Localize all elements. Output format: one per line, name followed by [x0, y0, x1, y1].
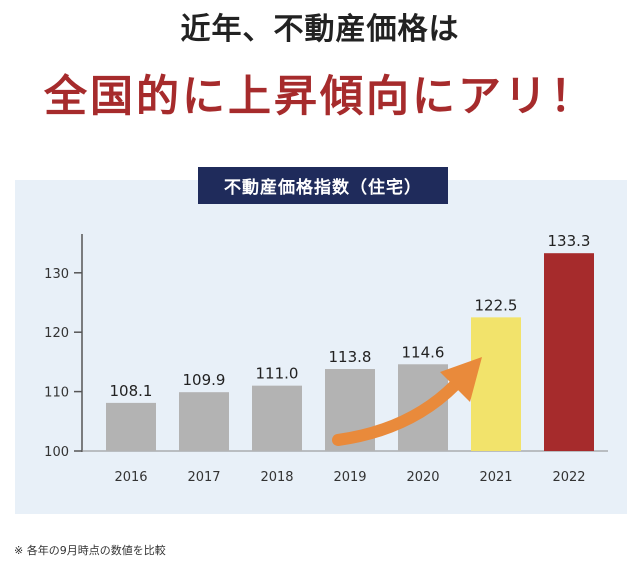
bar — [179, 392, 229, 451]
y-tick-label: 120 — [44, 326, 69, 341]
y-tick-label: 110 — [44, 386, 69, 401]
footnote: ※ 各年の9月時点の数値を比較 — [14, 544, 166, 557]
x-tick-label: 2022 — [552, 470, 585, 485]
x-tick-label: 2017 — [187, 470, 220, 485]
y-tick-label: 130 — [44, 267, 69, 282]
data-label: 114.6 — [402, 343, 445, 361]
x-tick-label: 2019 — [333, 470, 366, 485]
bar — [252, 385, 302, 451]
x-tick-label: 2016 — [114, 470, 147, 485]
chart-title: 不動産価格指数（住宅） — [198, 167, 448, 204]
bar — [544, 253, 594, 451]
data-label: 113.8 — [329, 348, 372, 366]
y-tick-label: 100 — [44, 445, 69, 460]
trend-arrow-shaft — [332, 379, 461, 446]
x-tick-label: 2018 — [260, 470, 293, 485]
chart-panel — [15, 180, 627, 514]
data-label: 109.9 — [183, 371, 226, 389]
x-tick-label: 2021 — [479, 470, 512, 485]
headline-line1: 近年、不動産価格は — [180, 12, 460, 47]
bar — [471, 317, 521, 451]
data-label: 111.0 — [256, 365, 299, 383]
headline-line2: 全国的に上昇傾向にアリ！ — [44, 72, 596, 122]
data-label: 122.5 — [475, 296, 518, 314]
trend-arrow-head-icon — [440, 357, 482, 402]
data-label: 133.3 — [548, 232, 591, 250]
x-tick-label: 2020 — [406, 470, 439, 485]
bar — [106, 402, 156, 451]
data-label: 108.1 — [110, 382, 153, 400]
